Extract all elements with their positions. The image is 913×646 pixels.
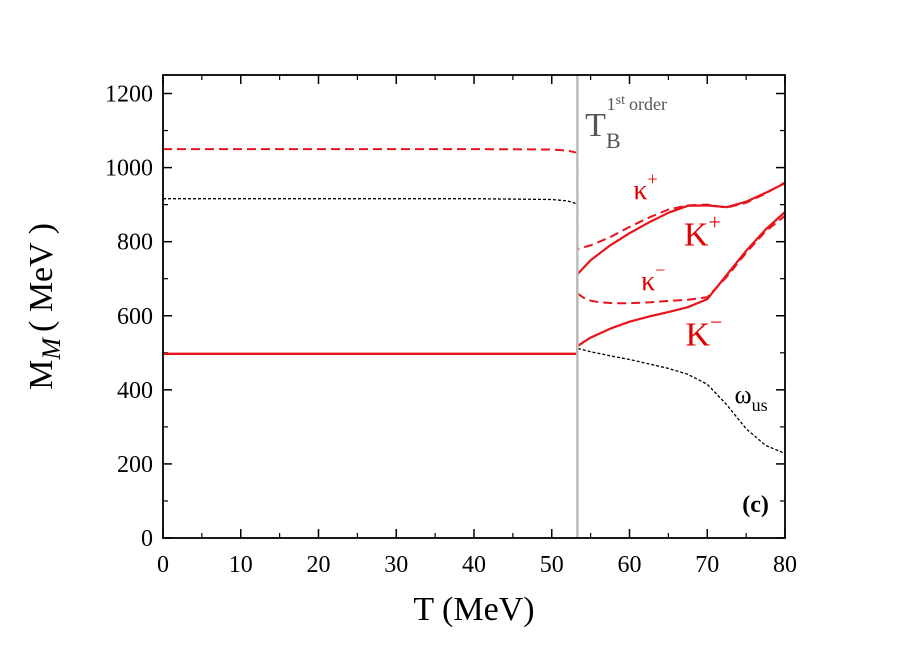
- label-k-minus: K−: [685, 309, 722, 353]
- x-tick-labels: 0 10 20 30 40 50 60 70 80: [157, 552, 797, 578]
- transition-label-main: T: [585, 107, 606, 144]
- transition-label-sub: B: [606, 128, 621, 153]
- label-k-plus: K+: [684, 209, 721, 253]
- y-tick-label: 0: [141, 526, 153, 552]
- svg-text:MM( MeV ): MM ( MeV ): [23, 223, 66, 390]
- y-tick-label: 200: [117, 452, 153, 478]
- x-tick-label: 30: [384, 552, 408, 578]
- series-kappa-minus: [576, 215, 786, 305]
- label-kappa-plus: κ+: [633, 169, 657, 206]
- x-tick-label: 80: [773, 552, 797, 578]
- plot-frame: [162, 74, 786, 539]
- y-tick-label: 400: [117, 378, 153, 404]
- y-axis-title-sub: M: [37, 337, 66, 361]
- x-tick-label: 60: [618, 552, 642, 578]
- x-tick-label: 50: [540, 552, 564, 578]
- x-axis-title: T (MeV): [413, 591, 534, 628]
- transition-label: TB 1st order: [585, 93, 667, 153]
- x-tick-label: 0: [157, 552, 169, 578]
- transition-label-sup: 1: [607, 94, 616, 114]
- x-tick-label: 10: [229, 552, 253, 578]
- y-tick-label: 800: [117, 230, 153, 256]
- series-omega-us: [163, 198, 786, 455]
- y-axis-title-main: M: [23, 360, 60, 390]
- y-tick-label: 600: [117, 304, 153, 330]
- series-k-minus: [163, 211, 786, 355]
- transition-label-order: order: [629, 94, 667, 114]
- y-tick-labels: 0 200 400 600 800 1000 1200: [105, 82, 153, 552]
- y-tick-label: 1200: [105, 82, 153, 108]
- transition-label-sup2: st: [616, 93, 625, 108]
- series-kappa-plus: [163, 148, 786, 251]
- y-axis-title: MM ( MeV ): [23, 223, 66, 390]
- x-tick-label: 70: [695, 552, 719, 578]
- x-tick-label: 20: [307, 552, 331, 578]
- y-axis-title-unit: ( MeV ): [23, 223, 60, 332]
- panel-label: (c): [742, 492, 769, 518]
- x-tick-label: 40: [462, 552, 486, 578]
- label-kappa-minus: κ−: [641, 260, 665, 297]
- label-omega-us: ωus: [734, 380, 767, 415]
- y-tick-label: 1000: [105, 156, 153, 182]
- series-lines: [163, 148, 786, 455]
